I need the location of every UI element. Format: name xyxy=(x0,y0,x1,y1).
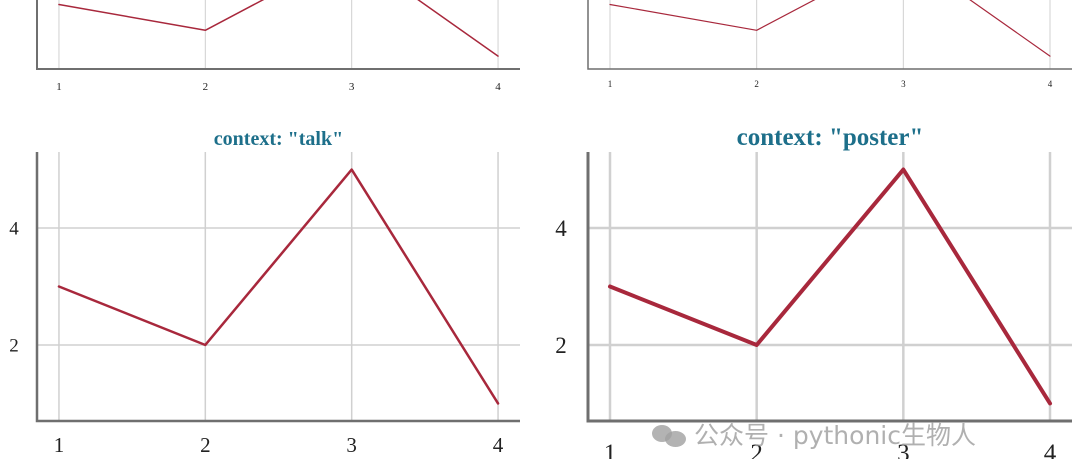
wechat-icon xyxy=(652,423,686,447)
x-tick-label: 1 xyxy=(608,79,613,89)
x-tick-label: 1 xyxy=(604,440,617,459)
chart-panel-1: 1 2 3 4 xyxy=(36,0,520,93)
x-tick-label: 2 xyxy=(754,79,759,89)
chart-title: context: "talk" xyxy=(214,128,343,150)
y-tick-label: 4 xyxy=(555,216,567,241)
axis-spine xyxy=(586,152,1072,423)
x-tick-label: 2 xyxy=(200,433,211,457)
axis-spine xyxy=(35,152,520,423)
chart-title: context: "poster" xyxy=(737,124,924,151)
x-tick-label: 3 xyxy=(897,440,910,459)
x-tick-label: 1 xyxy=(54,433,65,457)
y-tick-label: 2 xyxy=(555,333,567,358)
x-tick-label: 4 xyxy=(493,433,504,457)
axis-spine xyxy=(36,0,520,70)
chart-panel-2: 1 2 3 4 xyxy=(587,0,1072,89)
y-tick-label: 2 xyxy=(9,336,19,357)
y-tick-label: 4 xyxy=(9,219,19,240)
x-tick-label: 4 xyxy=(1048,79,1053,89)
axis-spine xyxy=(587,0,1072,70)
series-line xyxy=(58,0,499,57)
watermark-text: 公众号 · pythonic生物人 xyxy=(694,421,976,450)
x-tick-label: 3 xyxy=(901,79,906,89)
x-tick-label: 3 xyxy=(349,81,355,93)
x-tick-label: 4 xyxy=(495,81,501,93)
x-tick-label: 3 xyxy=(346,433,357,457)
series-line xyxy=(609,0,1051,57)
series-line xyxy=(608,167,1052,406)
chart-panel-4: 1 2 3 4 2 4 context: "poster" xyxy=(555,124,1072,459)
x-tick-label: 2 xyxy=(203,81,209,93)
watermark: 公众号 · pythonic生物人 xyxy=(652,416,976,452)
x-tick-label: 2 xyxy=(750,440,763,459)
series-line xyxy=(57,168,500,405)
chart-panel-3: 1 2 3 4 2 4 context: "talk" xyxy=(9,128,520,457)
x-tick-label: 4 xyxy=(1044,440,1057,459)
x-tick-label: 1 xyxy=(56,81,62,93)
